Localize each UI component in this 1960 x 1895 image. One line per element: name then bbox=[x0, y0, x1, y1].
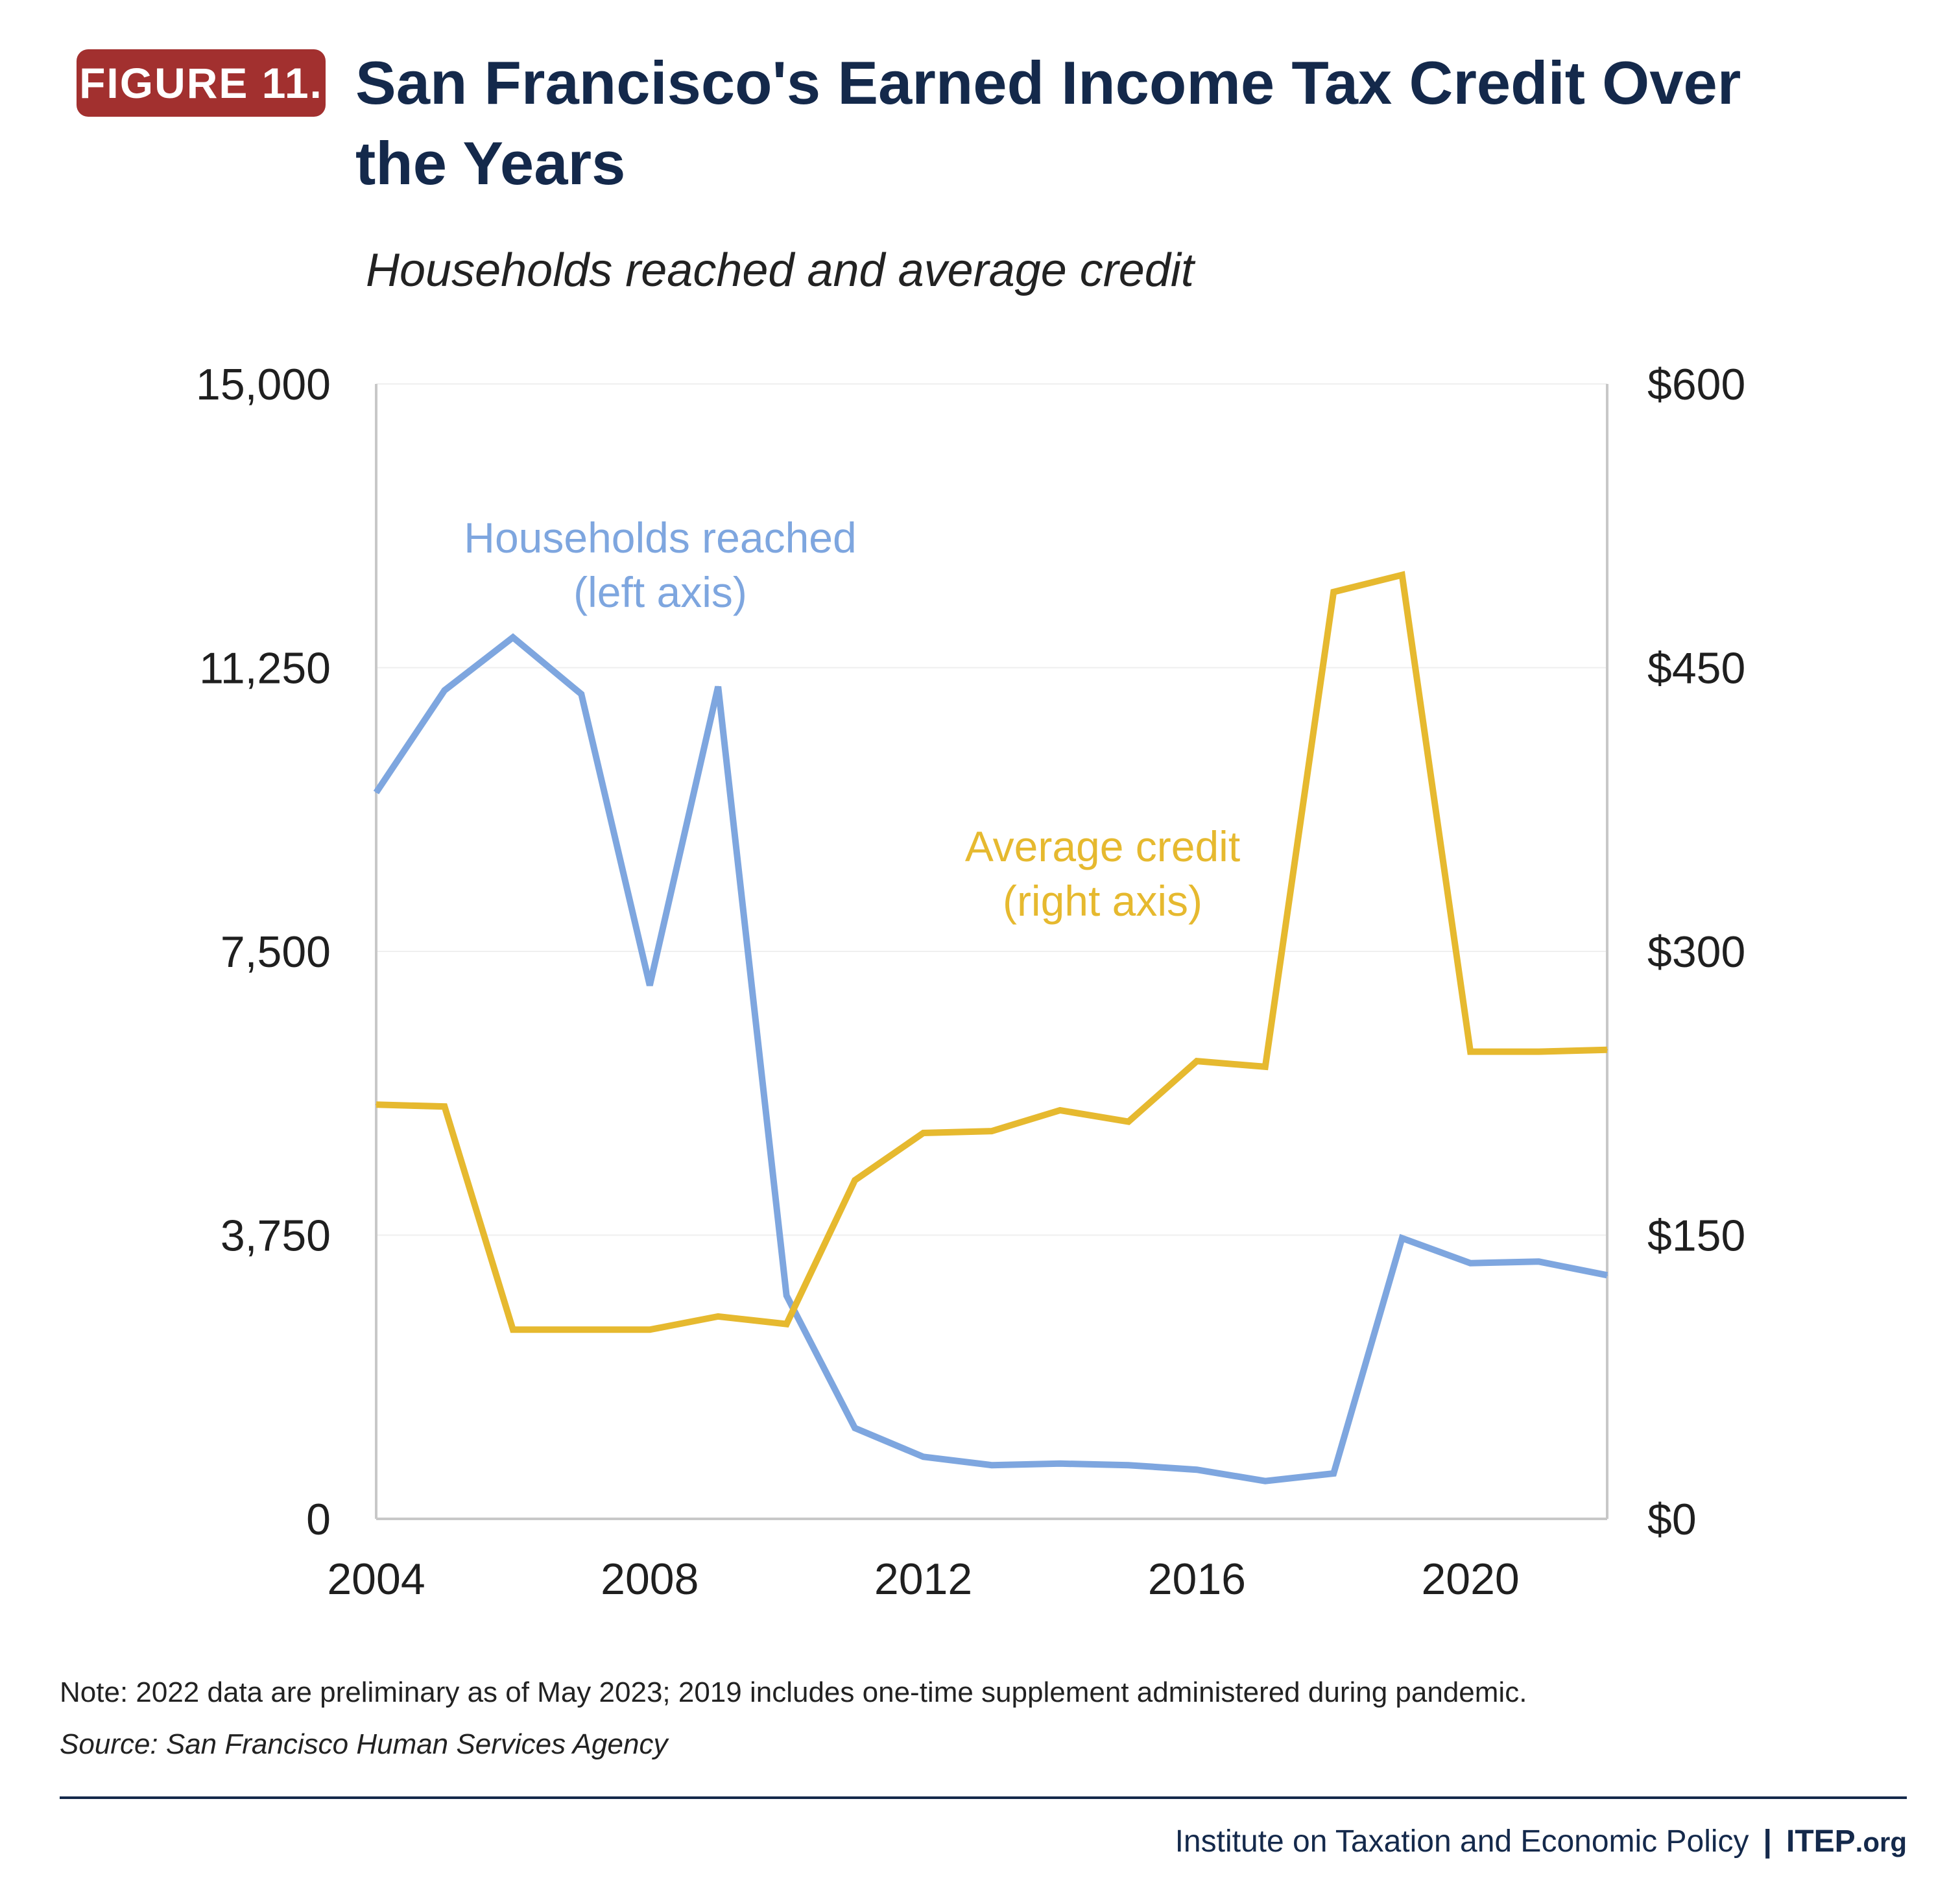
x-tick-label: 2004 bbox=[327, 1555, 425, 1604]
data-point-average-credit bbox=[376, 1104, 377, 1106]
x-tick-label: 2020 bbox=[1421, 1555, 1519, 1604]
data-point-households bbox=[785, 1294, 787, 1296]
data-point-households bbox=[580, 693, 582, 695]
data-point-average-credit bbox=[649, 1329, 651, 1331]
data-point-average-credit bbox=[1196, 1060, 1198, 1062]
series-line-average-credit bbox=[376, 571, 1608, 1333]
figure-badge: FIGURE 11. bbox=[77, 49, 326, 117]
figure-title: San Francisco's Earned Income Tax Credit… bbox=[355, 49, 1741, 197]
households-series-label: Households reached bbox=[464, 514, 856, 562]
data-point-households bbox=[1264, 1480, 1266, 1482]
footer-org: Institute on Taxation and Economic Polic… bbox=[1175, 1824, 1749, 1859]
data-point-households bbox=[1059, 1462, 1061, 1464]
data-point-average-credit bbox=[1333, 591, 1335, 593]
data-point-average-credit bbox=[580, 1329, 582, 1331]
data-point-households bbox=[1127, 1464, 1129, 1466]
households-series-label: (left axis) bbox=[573, 568, 747, 616]
data-point-households bbox=[922, 1456, 924, 1458]
y-right-tick-label: $450 bbox=[1647, 644, 1745, 693]
data-point-average-credit bbox=[1059, 1110, 1061, 1111]
data-point-households bbox=[1196, 1469, 1198, 1471]
footer-brand-suffix: .org bbox=[1855, 1827, 1907, 1857]
data-point-average-credit bbox=[444, 1106, 446, 1108]
data-point-average-credit bbox=[1470, 1051, 1472, 1053]
data-point-households bbox=[376, 792, 377, 793]
data-point-average-credit bbox=[1264, 1066, 1266, 1067]
average-credit-series-label: (right axis) bbox=[1003, 877, 1202, 925]
footnote: Note: 2022 data are preliminary as of Ma… bbox=[60, 1676, 1527, 1708]
y-left-tick-label: 7,500 bbox=[221, 927, 331, 977]
source-note: Source: San Francisco Human Services Age… bbox=[60, 1728, 668, 1760]
data-point-average-credit bbox=[922, 1132, 924, 1134]
data-point-average-credit bbox=[1538, 1051, 1540, 1053]
data-point-average-credit bbox=[1127, 1121, 1129, 1123]
data-point-households bbox=[1333, 1473, 1335, 1474]
data-point-households bbox=[512, 636, 514, 638]
data-point-average-credit bbox=[1607, 1049, 1608, 1051]
series-line-households bbox=[373, 633, 1608, 1484]
data-point-households bbox=[444, 689, 446, 691]
footer-brand: ITEP bbox=[1786, 1824, 1856, 1859]
data-point-households bbox=[1538, 1261, 1540, 1263]
y-right-tick-label: $0 bbox=[1647, 1495, 1697, 1544]
data-point-households bbox=[1607, 1274, 1608, 1276]
data-point-average-credit bbox=[512, 1329, 514, 1331]
data-point-average-credit bbox=[717, 1315, 719, 1317]
chart-subtitle: Households reached and average credit bbox=[366, 244, 1194, 296]
y-right-tick-label: $300 bbox=[1647, 927, 1745, 977]
data-point-households bbox=[649, 984, 651, 986]
x-tick-label: 2012 bbox=[874, 1555, 972, 1604]
data-point-average-credit bbox=[1401, 574, 1403, 576]
dual-axis-line-chart: 0 3,750 7,500 11,250 15,000 $0 $150 $300 $450 $60… bbox=[196, 360, 1745, 1604]
x-tick-label: 2016 bbox=[1148, 1555, 1246, 1604]
x-tick-label: 2008 bbox=[601, 1555, 699, 1604]
data-point-average-credit bbox=[854, 1179, 856, 1181]
footer-credit: Institute on Taxation and Economic Polic… bbox=[1175, 1821, 1907, 1863]
y-left-tick-label: 3,750 bbox=[221, 1211, 331, 1261]
data-point-households bbox=[991, 1464, 992, 1466]
data-point-average-credit bbox=[991, 1130, 992, 1132]
data-point-households bbox=[717, 685, 719, 687]
data-point-average-credit bbox=[785, 1323, 787, 1325]
data-point-households bbox=[1401, 1237, 1403, 1239]
data-point-households bbox=[854, 1427, 856, 1429]
footer-divider bbox=[60, 1796, 1907, 1799]
data-point-households bbox=[1470, 1262, 1472, 1264]
footer-separator: | bbox=[1763, 1824, 1772, 1859]
y-left-tick-label: 15,000 bbox=[196, 360, 331, 409]
y-left-tick-label: 11,250 bbox=[199, 644, 331, 693]
average-credit-series-label: Average credit bbox=[965, 822, 1240, 870]
y-left-tick-label: 0 bbox=[306, 1495, 331, 1544]
y-right-tick-label: $600 bbox=[1647, 360, 1745, 409]
y-right-tick-label: $150 bbox=[1647, 1211, 1745, 1261]
